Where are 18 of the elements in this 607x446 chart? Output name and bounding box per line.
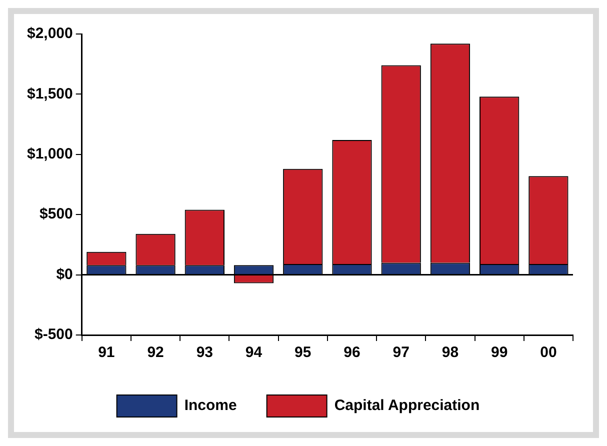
x-tick-label: 93 [196, 344, 214, 362]
x-tick-label: 96 [344, 344, 360, 362]
x-tick-label: 91 [98, 344, 115, 362]
y-tick-label: $1,000 [26, 146, 73, 163]
y-tick-label: $1,500 [26, 85, 73, 102]
x-tick-label: 00 [540, 344, 557, 362]
x-tick-label: 92 [147, 344, 164, 362]
y-tick-label: $500 [40, 206, 73, 223]
x-tick-label: 98 [442, 344, 459, 362]
x-tick-label: 95 [294, 344, 312, 362]
legend-label: Capital Appreciation [334, 397, 480, 414]
y-tick-label: $2,000 [26, 25, 73, 42]
x-tick-label: 97 [392, 344, 410, 362]
legend-label: Income [184, 397, 237, 414]
x-tick-label: 99 [490, 344, 508, 362]
x-tick-label: 94 [245, 344, 263, 362]
y-tick-label: $-500 [34, 326, 73, 344]
y-tick-label: $0 [56, 266, 73, 283]
